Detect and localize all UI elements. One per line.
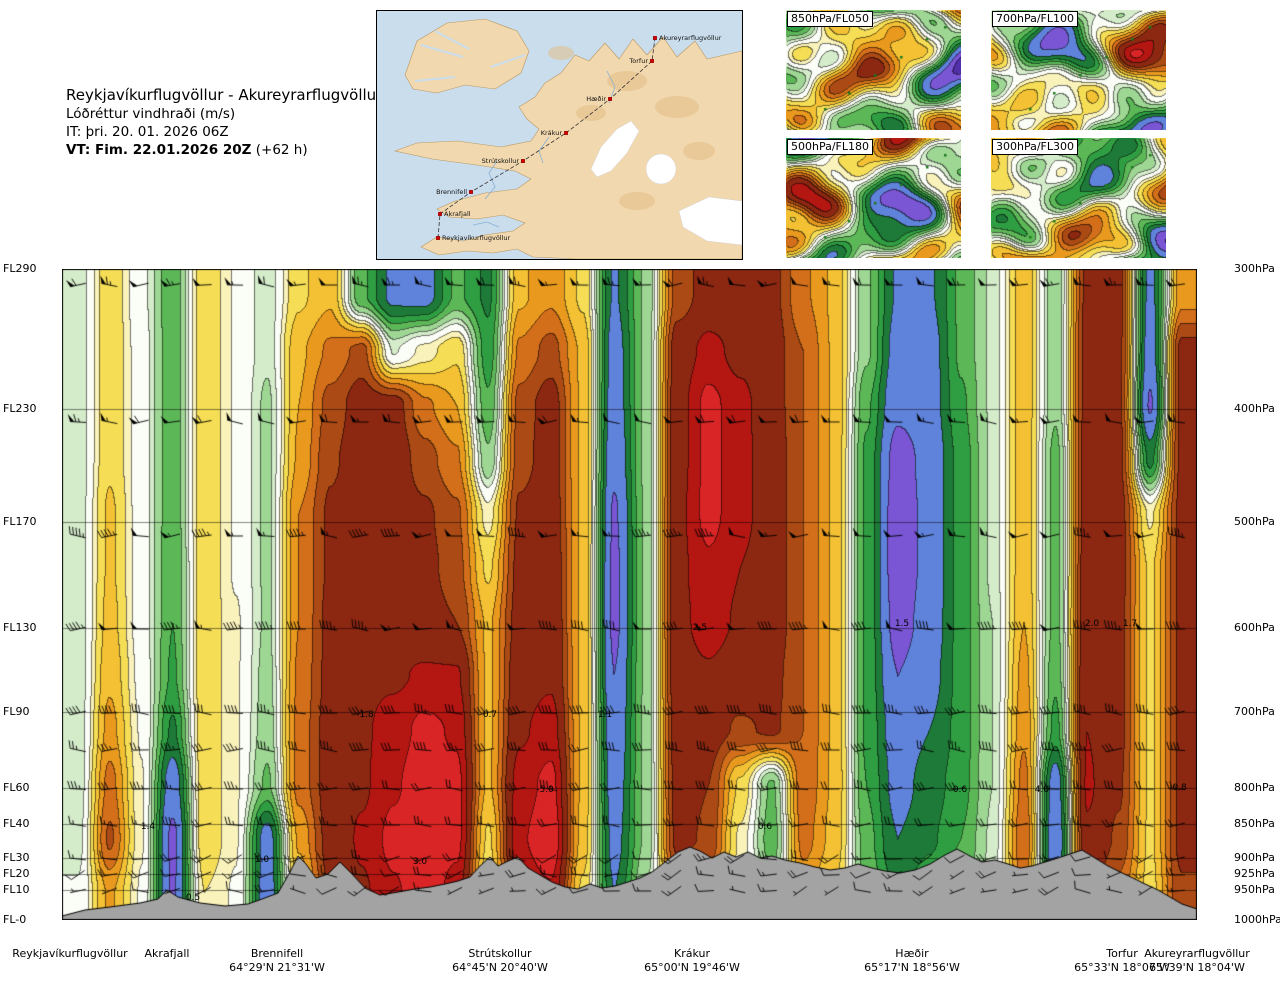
minimap-700hpa: 700hPa/FL100 <box>991 10 1166 130</box>
map-relief <box>619 192 655 210</box>
minimap-850hpa-canvas <box>786 10 961 130</box>
minimap-500hpa: 500hPa/FL180 <box>786 138 961 258</box>
waypoint-marker <box>653 36 657 40</box>
flight-level-label: FL90 <box>3 705 30 718</box>
pressure-level-label: 400hPa <box>1234 402 1275 415</box>
minimap-300hpa-canvas <box>991 138 1166 258</box>
waypoint-marker <box>608 97 612 101</box>
pressure-level-label: 300hPa <box>1234 262 1275 275</box>
valid-time-bold: VT: Fim. 22.01.2026 20Z <box>66 142 252 158</box>
station-label: Krákur 65°00'N 19°46'W <box>644 947 740 974</box>
map-relief <box>548 46 574 60</box>
waypoint-label: Strútskollur <box>482 157 520 165</box>
map-westfjords <box>404 18 530 94</box>
map-fjord <box>414 76 456 82</box>
pressure-level-label: 600hPa <box>1234 621 1275 634</box>
station-label: Torfur 65°33'N 18°07'W <box>1074 947 1170 974</box>
minimap-500hpa-label: 500hPa/FL180 <box>787 139 874 155</box>
route-overview-map: Reykjavíkurflugvöllur Akrafjall Brennifell… <box>376 10 743 260</box>
waypoint-label: Brennifell <box>436 188 467 196</box>
station-label: Strútskollur 64°45'N 20°40'W <box>452 947 548 974</box>
waypoint-marker <box>438 212 442 216</box>
waypoint-marker <box>521 159 525 163</box>
pressure-level-label: 700hPa <box>1234 705 1275 718</box>
flight-level-label: FL130 <box>3 621 37 634</box>
pressure-level-label: 500hPa <box>1234 515 1275 528</box>
pressure-level-label: 900hPa <box>1234 851 1275 864</box>
map-river <box>472 221 500 228</box>
station-label: Brennifell 64°29'N 21°31'W <box>229 947 325 974</box>
route-line <box>437 37 656 239</box>
pressure-level-label: 800hPa <box>1234 781 1275 794</box>
flight-level-label: FL290 <box>3 262 37 275</box>
init-time: IT: þri. 20. 01. 2026 06Z <box>66 124 229 140</box>
map-glacier-hofsjokull <box>645 153 677 185</box>
station-label: Reykjavíkurflugvöllur <box>12 947 128 960</box>
valid-time-suffix: (+62 h) <box>251 142 308 158</box>
waypoint-label: Akrafjall <box>444 210 471 218</box>
flight-level-label: FL230 <box>3 402 37 415</box>
minimap-700hpa-canvas <box>991 10 1166 130</box>
map-river <box>484 160 498 200</box>
waypoint-label: Krákur <box>541 129 563 137</box>
map-relief <box>655 96 699 118</box>
pressure-level-label: 950hPa <box>1234 883 1275 896</box>
waypoint-marker <box>564 131 568 135</box>
flight-level-label: FL30 <box>3 851 30 864</box>
cross-section-canvas <box>62 269 1197 920</box>
waypoint-label: Reykjavíkurflugvöllur <box>442 234 511 242</box>
flight-level-label: FL20 <box>3 867 30 880</box>
station-label: Akrafjall <box>144 947 190 960</box>
flight-level-label: FL60 <box>3 781 30 794</box>
cross-section-plot: 1.4 0.5 1.0 -1.8 3.0 0.7 -5.0 1.1 2.5 0.6 1.5 0.6 4.… <box>62 269 1197 920</box>
flight-level-label: FL-0 <box>3 913 27 926</box>
map-fjord <box>490 54 526 68</box>
pressure-level-label: 1000hPa <box>1234 913 1280 926</box>
map-relief <box>607 71 647 91</box>
map-mainland <box>393 36 742 259</box>
minimap-700hpa-label: 700hPa/FL100 <box>992 11 1079 27</box>
waypoint-label: Akureyrarflugvöllur <box>659 34 722 42</box>
flight-level-label: FL170 <box>3 515 37 528</box>
waypoint-marker <box>469 190 473 194</box>
waypoint-marker <box>436 236 440 240</box>
station-label: Hæðir 65°17'N 18°56'W <box>864 947 960 974</box>
chart-header: Reykjavíkurflugvöllur - Akureyrarflugvöl… <box>66 86 382 159</box>
pressure-level-label: 925hPa <box>1234 867 1275 880</box>
valid-time: VT: Fim. 22.01.2026 20Z (+62 h) <box>66 141 382 159</box>
waypoint-marker <box>650 59 654 63</box>
map-fjord <box>420 44 464 58</box>
station-label: Akureyrarflugvöllur 65°39'N 18°04'W <box>1144 947 1250 974</box>
map-glacier-vatnajokull <box>678 196 742 246</box>
minimap-300hpa: 300hPa/FL300 <box>991 138 1166 258</box>
minimap-300hpa-label: 300hPa/FL300 <box>992 139 1079 155</box>
minimap-850hpa-label: 850hPa/FL050 <box>787 11 874 27</box>
minimap-500hpa-canvas <box>786 138 961 258</box>
map-relief <box>683 142 715 160</box>
map-relief <box>576 105 606 121</box>
route-title: Reykjavíkurflugvöllur - Akureyrarflugvöl… <box>66 86 383 104</box>
minimap-850hpa: 850hPa/FL050 <box>786 10 961 130</box>
map-glacier-langjokull <box>590 120 640 178</box>
flight-level-label: FL10 <box>3 883 30 896</box>
parameter-subtitle: Lóðréttur vindhraði (m/s) <box>66 106 236 122</box>
flight-level-label: FL40 <box>3 817 30 830</box>
waypoint-label: Torfur <box>628 57 648 65</box>
map-fjord <box>434 30 470 50</box>
pressure-level-label: 850hPa <box>1234 817 1275 830</box>
waypoint-label: Hæðir <box>586 95 606 103</box>
